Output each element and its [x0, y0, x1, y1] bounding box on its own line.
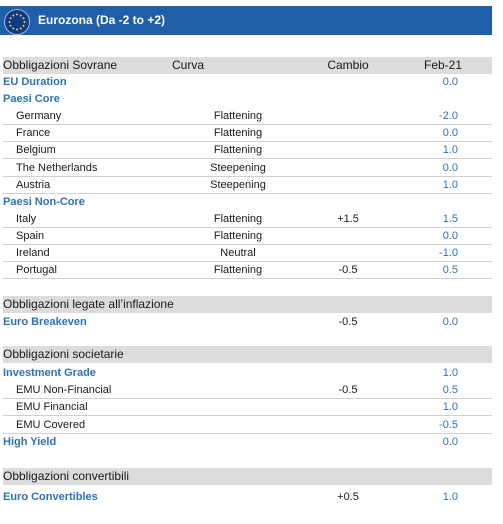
- feb-value: 0.0: [442, 161, 458, 174]
- row-label: Germany: [16, 110, 62, 123]
- group-label: Euro Breakeven: [3, 316, 87, 328]
- section-heading: Obbligazioni societarie: [3, 347, 124, 361]
- column-header-row: Obbligazioni Sovrane Curva Cambio Feb-21: [3, 57, 492, 74]
- table-row: Paesi Non-Core: [3, 194, 492, 211]
- section-heading: Obbligazioni convertibili: [3, 469, 130, 483]
- feb-value: 1.5: [442, 212, 458, 225]
- change-value: -0.5: [338, 316, 358, 328]
- feb-value: 0.0: [442, 229, 458, 242]
- group-label: Investment Grade: [3, 367, 96, 379]
- page-title: Eurozona (Da -2 to +2): [38, 13, 166, 27]
- change-value: -0.5: [338, 264, 358, 277]
- feb-value: 1.0: [442, 401, 458, 414]
- curve-value: Steepening: [210, 178, 266, 191]
- feb-value: 1.0: [442, 144, 458, 157]
- column-header-name: Obbligazioni Sovrane: [3, 58, 118, 72]
- section-heading: Obbligazioni legate all’inflazione: [3, 297, 174, 311]
- feb-value: 0.0: [442, 435, 458, 448]
- table-row: EMU Financial 1.0: [3, 399, 492, 416]
- curve-value: Flattening: [213, 212, 263, 225]
- group-label: Paesi Non-Core: [3, 195, 85, 208]
- curve-value: Flattening: [213, 127, 263, 140]
- row-divider: [3, 243, 492, 245]
- feb-value: 1.0: [442, 367, 458, 379]
- curve-value: Flattening: [213, 264, 263, 277]
- row-label: France: [16, 127, 51, 140]
- table-row: Euro Breakeven -0.5 0.0: [3, 314, 492, 331]
- table-row: EMU Non-Financial -0.5 0.5: [3, 382, 492, 399]
- feb-value: 0.0: [442, 127, 458, 140]
- curve-value: Steepening: [210, 161, 266, 174]
- eu-flag-icon: [4, 9, 30, 35]
- section-heading-row: Obbligazioni legate all’inflazione: [3, 296, 492, 313]
- row-label: Belgium: [16, 144, 56, 157]
- row-divider: [3, 415, 492, 417]
- feb-value: 0.0: [442, 316, 458, 328]
- group-label: EU Duration: [3, 76, 67, 88]
- row-label: EMU Financial: [16, 401, 88, 414]
- table-row: Italy Flattening +1.5 1.5: [3, 211, 492, 228]
- column-header-change: Cambio: [327, 58, 369, 72]
- row-divider: [3, 124, 492, 126]
- feb-value: -2.0: [439, 110, 458, 123]
- feb-value: -1.0: [439, 247, 458, 259]
- table-row: Germany Flattening -2.0: [3, 108, 492, 125]
- table-row: Paesi Core: [3, 91, 492, 108]
- group-label: Paesi Core: [3, 93, 60, 106]
- curve-value: Neutral: [220, 247, 256, 259]
- table-row: EMU Covered -0.5: [3, 417, 492, 434]
- table-row: Investment Grade 1.0: [3, 365, 492, 382]
- table-row: Spain Flattening 0.0: [3, 228, 492, 245]
- feb-value: 0.5: [442, 384, 458, 397]
- section-heading-row: Obbligazioni convertibili: [3, 468, 492, 485]
- table-row: Austria Steepening 1.0: [3, 177, 492, 194]
- group-label: High Yield: [3, 435, 57, 448]
- table-row: The Netherlands Steepening 0.0: [3, 160, 492, 177]
- row-label: Spain: [16, 229, 45, 242]
- row-divider: [3, 432, 492, 434]
- column-header-curve: Curva: [171, 58, 204, 72]
- curve-value: Flattening: [213, 144, 263, 157]
- row-divider: [3, 398, 492, 400]
- table-row: High Yield 0.0: [3, 434, 492, 451]
- feb-value: 0.5: [442, 264, 458, 277]
- row-divider: [3, 141, 492, 143]
- feb-value: 0.0: [442, 76, 458, 88]
- group-label: Euro Convertibles: [3, 491, 98, 503]
- table-row: Belgium Flattening 1.0: [3, 142, 492, 159]
- row-divider: [3, 261, 492, 262]
- row-label: EMU Non-Financial: [16, 384, 112, 397]
- feb-value: 1.0: [442, 178, 458, 191]
- curve-value: Flattening: [213, 229, 263, 242]
- row-label: Portugal: [16, 264, 57, 277]
- row-divider: [3, 158, 492, 160]
- table-row: EU Duration 0.0: [3, 74, 492, 91]
- change-value: +0.5: [337, 491, 359, 503]
- table-row: Euro Convertibles +0.5 1.0: [3, 489, 492, 506]
- table-row: France Flattening 0.0: [3, 125, 492, 142]
- table-row: Ireland Neutral -1.0: [3, 245, 492, 262]
- row-label: Italy: [16, 212, 37, 225]
- feb-value: -0.5: [439, 418, 458, 431]
- section-heading-row: Obbligazioni societarie: [3, 346, 492, 363]
- row-divider: [3, 192, 492, 194]
- row-label: The Netherlands: [16, 161, 98, 174]
- curve-value: Flattening: [213, 110, 263, 123]
- row-divider: [3, 226, 492, 228]
- change-value: +1.5: [337, 212, 359, 225]
- row-label: EMU Covered: [16, 418, 86, 431]
- change-value: -0.5: [338, 384, 358, 397]
- row-label: Austria: [16, 178, 51, 191]
- column-header-feb: Feb-21: [423, 58, 463, 72]
- row-label: Ireland: [16, 247, 50, 259]
- page-header: Eurozona (Da -2 to +2): [0, 6, 492, 35]
- feb-value: 1.0: [442, 491, 458, 503]
- row-divider: [3, 278, 492, 280]
- row-divider: [3, 175, 492, 177]
- table-row: Portugal Flattening -0.5 0.5: [3, 262, 492, 279]
